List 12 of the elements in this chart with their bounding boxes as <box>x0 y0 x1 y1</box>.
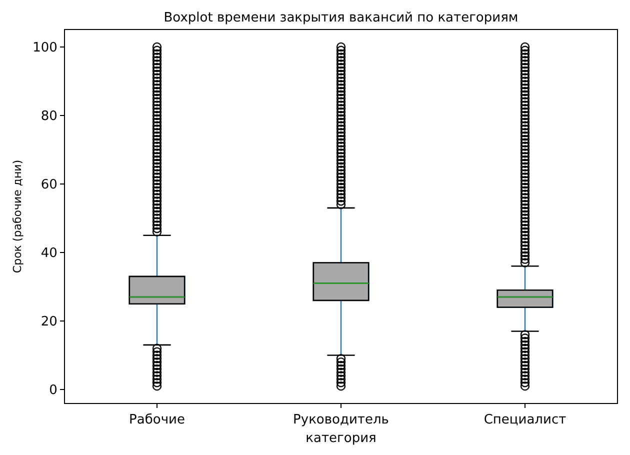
y-tick-label: 80 <box>40 109 58 124</box>
chart-title: Boxplot времени закрытия вакансий по категориям <box>164 10 518 26</box>
y-tick-label: 60 <box>40 178 58 193</box>
y-tick-label: 40 <box>40 246 58 262</box>
x-tick-label: Руководитель <box>293 412 389 428</box>
x-tick-label: Специалист <box>484 412 567 428</box>
y-tick-label: 100 <box>32 40 58 56</box>
x-axis-title: категория <box>306 431 376 446</box>
y-axis-title: Срок (рабочие дни) <box>11 160 24 274</box>
x-tick-label: Рабочие <box>129 412 185 428</box>
y-tick-label: 20 <box>40 314 58 330</box>
y-tick-label: 0 <box>49 383 58 398</box>
